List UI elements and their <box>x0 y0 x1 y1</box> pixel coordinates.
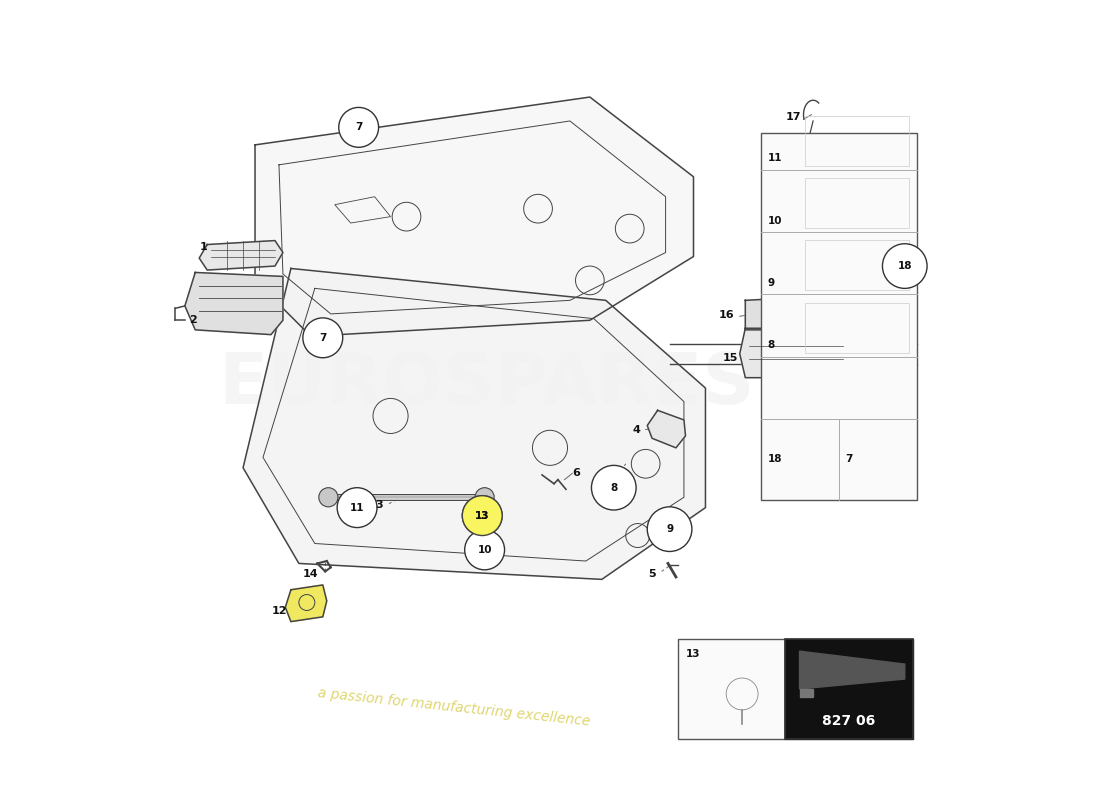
Bar <box>785 701 913 739</box>
Text: 9: 9 <box>768 278 774 288</box>
Text: 3: 3 <box>375 500 383 510</box>
Circle shape <box>462 496 503 535</box>
Polygon shape <box>739 328 849 378</box>
Text: 13: 13 <box>475 510 490 521</box>
Text: 18: 18 <box>898 261 912 271</box>
Bar <box>805 302 909 353</box>
Text: 7: 7 <box>846 454 852 464</box>
Bar <box>805 178 909 228</box>
Bar <box>785 639 913 701</box>
Circle shape <box>592 466 636 510</box>
Bar <box>761 133 916 500</box>
Bar <box>805 240 909 290</box>
Text: 827 06: 827 06 <box>823 714 876 728</box>
Bar <box>785 639 913 739</box>
Text: 7: 7 <box>355 122 362 132</box>
Circle shape <box>462 496 503 535</box>
Polygon shape <box>243 269 705 579</box>
Text: 7: 7 <box>319 333 327 343</box>
Text: a passion for manufacturing excellence: a passion for manufacturing excellence <box>318 686 592 728</box>
Text: 2: 2 <box>189 315 197 326</box>
Polygon shape <box>647 410 685 448</box>
Polygon shape <box>285 585 327 622</box>
Text: 8: 8 <box>610 482 617 493</box>
Circle shape <box>475 488 494 507</box>
Text: 6: 6 <box>572 468 580 478</box>
Text: 11: 11 <box>350 502 364 513</box>
Circle shape <box>339 107 378 147</box>
Circle shape <box>882 244 927 288</box>
Text: 18: 18 <box>768 454 782 464</box>
Polygon shape <box>185 273 283 334</box>
Text: 16: 16 <box>719 310 735 320</box>
Text: 15: 15 <box>723 353 738 362</box>
Circle shape <box>464 530 505 570</box>
Text: 13: 13 <box>475 510 490 521</box>
Text: EUROSPARES: EUROSPARES <box>218 350 755 418</box>
Bar <box>805 116 909 166</box>
Circle shape <box>319 488 338 507</box>
Text: 13: 13 <box>685 649 700 658</box>
Text: 11: 11 <box>768 154 782 163</box>
Text: 9: 9 <box>666 524 673 534</box>
Text: 10: 10 <box>477 545 492 555</box>
Bar <box>678 639 785 739</box>
Polygon shape <box>800 689 813 697</box>
Text: 8: 8 <box>768 340 774 350</box>
Text: 17: 17 <box>785 112 801 122</box>
Text: 12: 12 <box>272 606 287 616</box>
Text: 5: 5 <box>648 569 656 578</box>
Text: 10: 10 <box>768 215 782 226</box>
Text: 14: 14 <box>302 569 319 578</box>
Polygon shape <box>800 651 905 689</box>
Polygon shape <box>255 97 693 336</box>
Text: 4: 4 <box>632 426 640 435</box>
Circle shape <box>302 318 343 358</box>
Text: 1: 1 <box>200 242 208 252</box>
Polygon shape <box>199 241 283 270</box>
Circle shape <box>647 507 692 551</box>
Polygon shape <box>746 298 793 330</box>
Circle shape <box>337 488 377 527</box>
Polygon shape <box>795 330 847 376</box>
